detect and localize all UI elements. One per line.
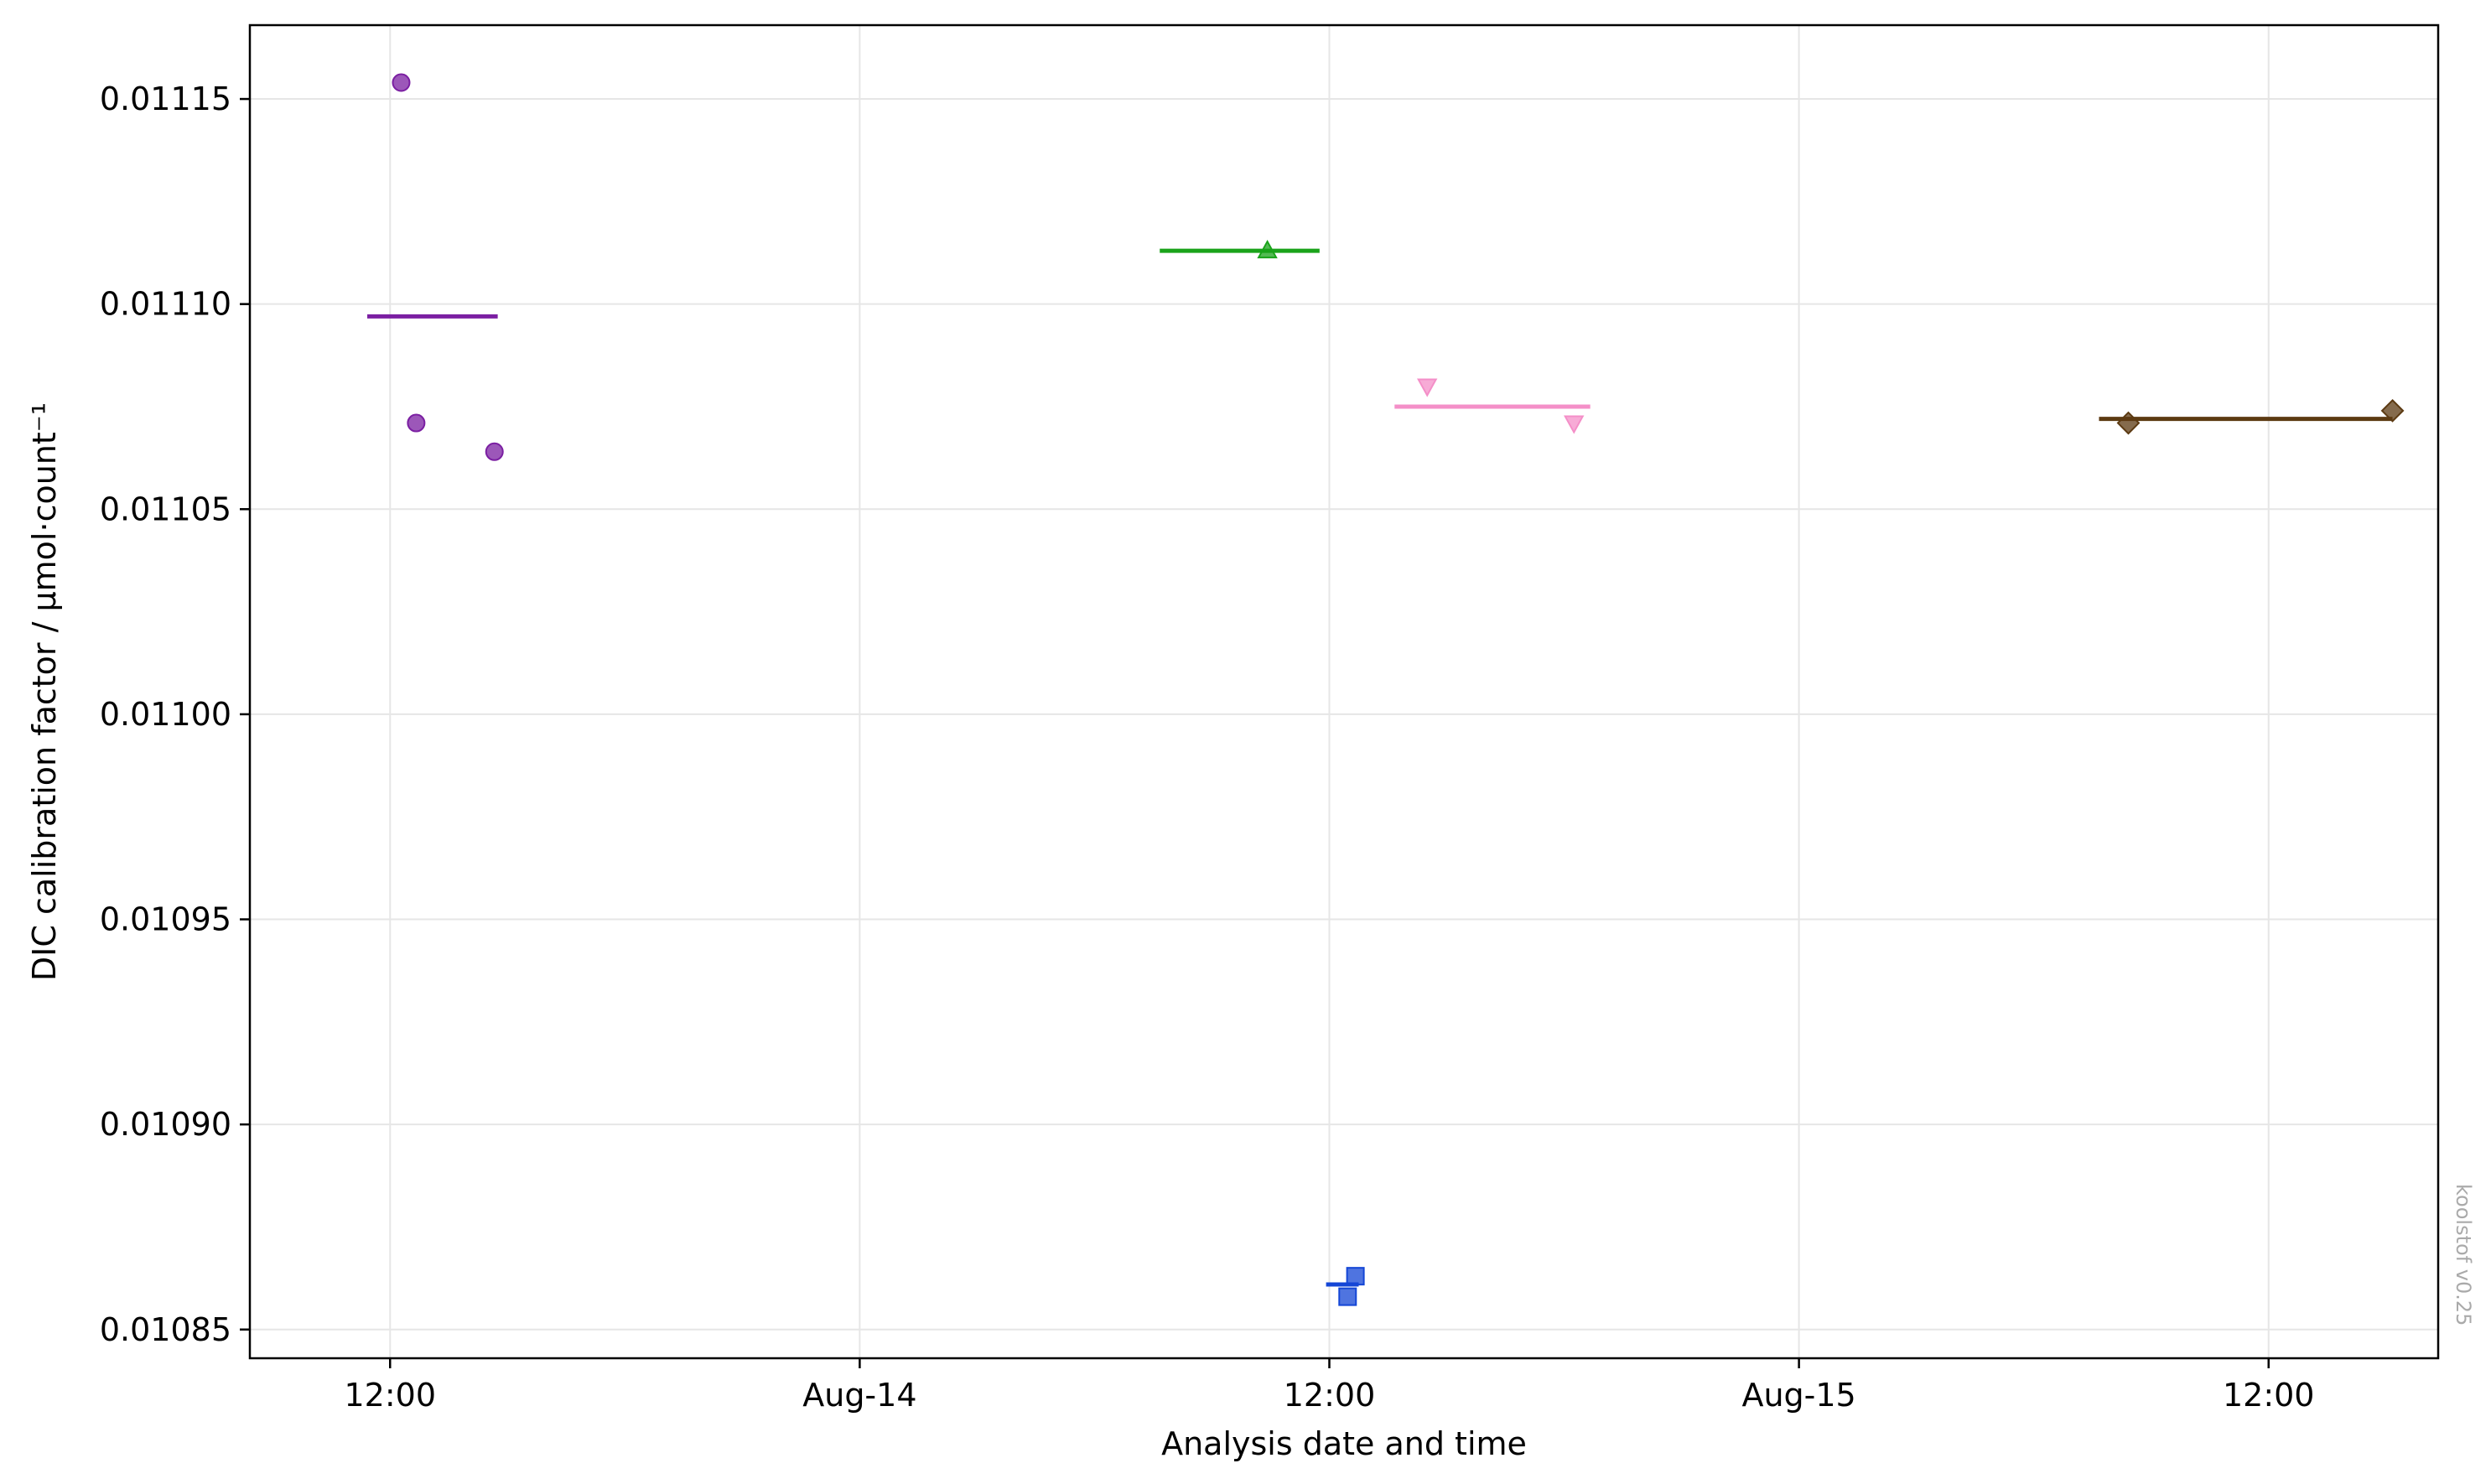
data-point-0-2 <box>485 442 504 461</box>
mean-lines <box>367 248 2393 1287</box>
data-point-4-0 <box>2116 411 2141 435</box>
x-tick-label-3: Aug-15 <box>1741 1377 1855 1414</box>
x-tick-label-2: 12:00 <box>1284 1377 1376 1414</box>
y-tick-label-5: 0.01110 <box>100 286 231 323</box>
data-points <box>392 73 2405 1306</box>
y-tick-label-0: 0.01085 <box>100 1311 231 1348</box>
y-tick-label-4: 0.01105 <box>100 490 231 527</box>
y-tick-label-6: 0.01115 <box>100 80 231 117</box>
grid-lines <box>250 25 2438 1358</box>
data-point-0-1 <box>407 413 426 433</box>
y-axis-title: DIC calibration factor / μmol·count⁻¹ <box>26 402 63 981</box>
plot-area <box>250 25 2438 1358</box>
x-axis-ticks: 12:00 Aug-14 12:00 Aug-15 12:00 <box>345 1358 2315 1414</box>
data-point-0-0 <box>392 73 411 92</box>
data-point-4-1 <box>2380 398 2405 423</box>
x-tick-label-4: 12:00 <box>2223 1377 2315 1414</box>
y-tick-label-3: 0.01100 <box>100 696 231 733</box>
plot-frame <box>248 23 2440 1360</box>
y-axis-ticks: 0.01085 0.01090 0.01095 0.01100 0.01105 0.011… <box>100 80 250 1348</box>
x-tick-label-0: 12:00 <box>345 1377 437 1414</box>
data-point-2-0 <box>1338 1287 1357 1306</box>
y-tick-label-1: 0.01090 <box>100 1106 231 1143</box>
data-point-3-1 <box>1564 415 1585 434</box>
y-tick-label-2: 0.01095 <box>100 901 231 938</box>
data-point-2-1 <box>1346 1267 1365 1286</box>
data-point-1-0 <box>1257 240 1278 259</box>
watermark-text: koolstof v0.25 <box>2452 1184 2475 1326</box>
x-tick-label-1: Aug-14 <box>802 1377 916 1414</box>
data-point-3-0 <box>1416 378 1438 397</box>
x-axis-title: Analysis date and time <box>1161 1425 1527 1462</box>
